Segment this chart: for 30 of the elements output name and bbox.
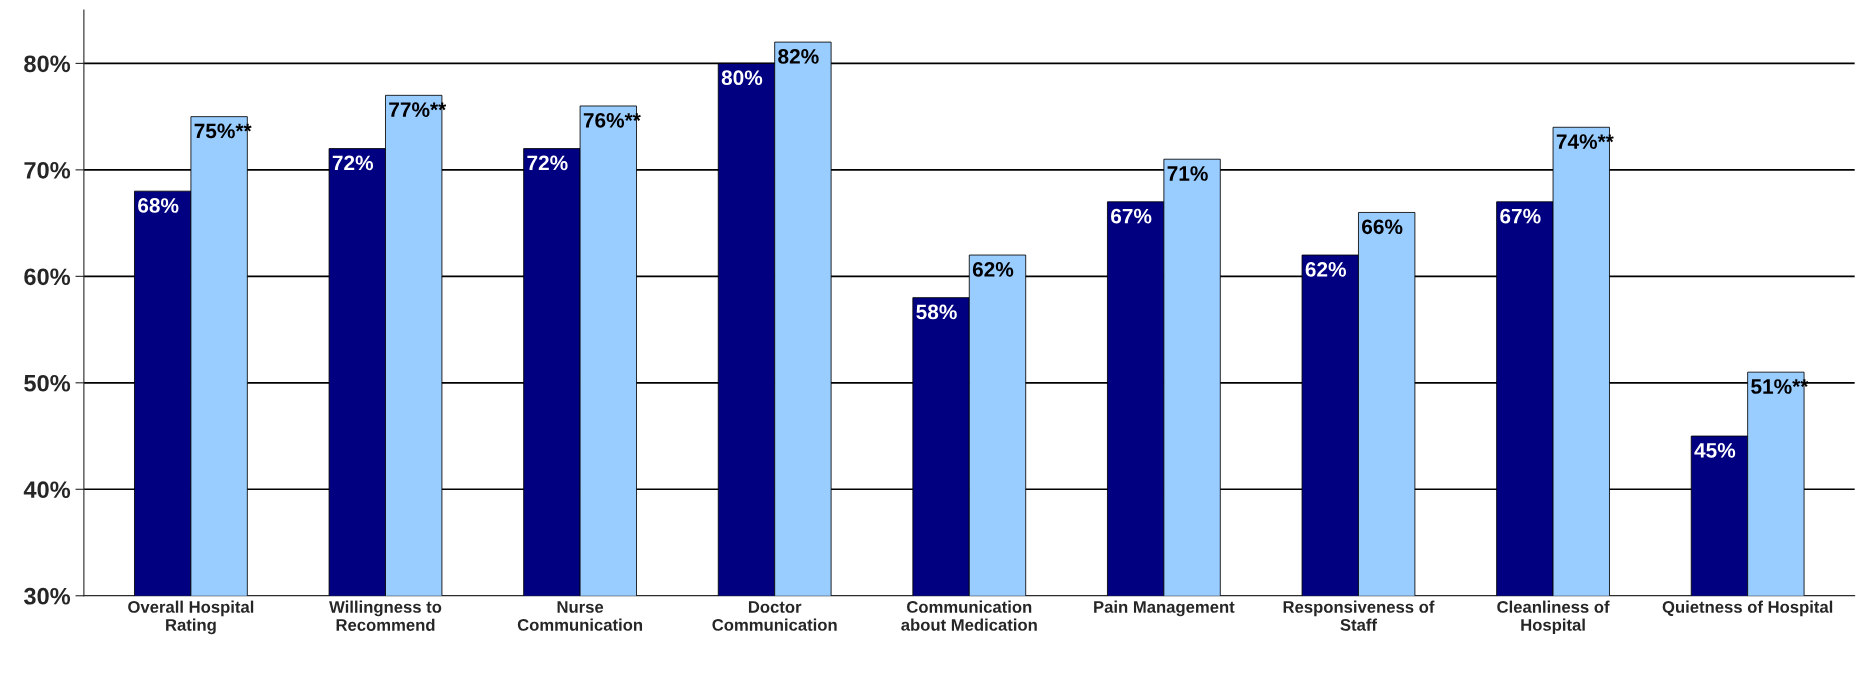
x-tick-label: Pain Management <box>1094 600 1235 617</box>
x-tick-label: Doctor Communication <box>712 601 837 631</box>
data-label: 80% <box>721 70 763 86</box>
y-tick-label: 60% <box>24 268 71 286</box>
y-tick-label: 40% <box>23 481 71 499</box>
x-tick-label: Willingness to Recommend <box>329 600 442 631</box>
x-tick-label: Overall Hospital Rating <box>128 600 254 635</box>
y-tick-label: 80% <box>24 55 71 73</box>
data-label: 72% <box>527 155 568 171</box>
data-label: 45% <box>1694 443 1736 458</box>
x-tick-label: Communication about Medication <box>901 600 1037 631</box>
x-tick-label: Quietness of Hospital <box>1662 600 1833 617</box>
data-label: 68% <box>138 198 179 213</box>
y-tick-label: 30% <box>23 587 71 605</box>
data-label: 66% <box>1362 219 1403 235</box>
data-label: 77%** <box>389 102 447 117</box>
x-tick-label: Responsiveness of Staff <box>1283 600 1435 631</box>
x-tick-label: Cleanliness of Hospital <box>1497 600 1610 635</box>
data-label: 62% <box>1305 261 1346 277</box>
data-label: 62% <box>972 261 1014 277</box>
data-label: 67% <box>1500 208 1541 224</box>
y-tick-label: 70% <box>24 161 71 179</box>
data-label: 82% <box>778 49 819 64</box>
data-label: 72% <box>332 155 374 171</box>
data-label: 67% <box>1111 208 1152 224</box>
y-tick-label: 50% <box>24 374 71 392</box>
data-label: 58% <box>916 304 957 320</box>
data-label: 51%** <box>1751 379 1809 394</box>
x-tick-label: Nurse Communication <box>517 601 643 631</box>
data-label: 71% <box>1167 166 1208 181</box>
